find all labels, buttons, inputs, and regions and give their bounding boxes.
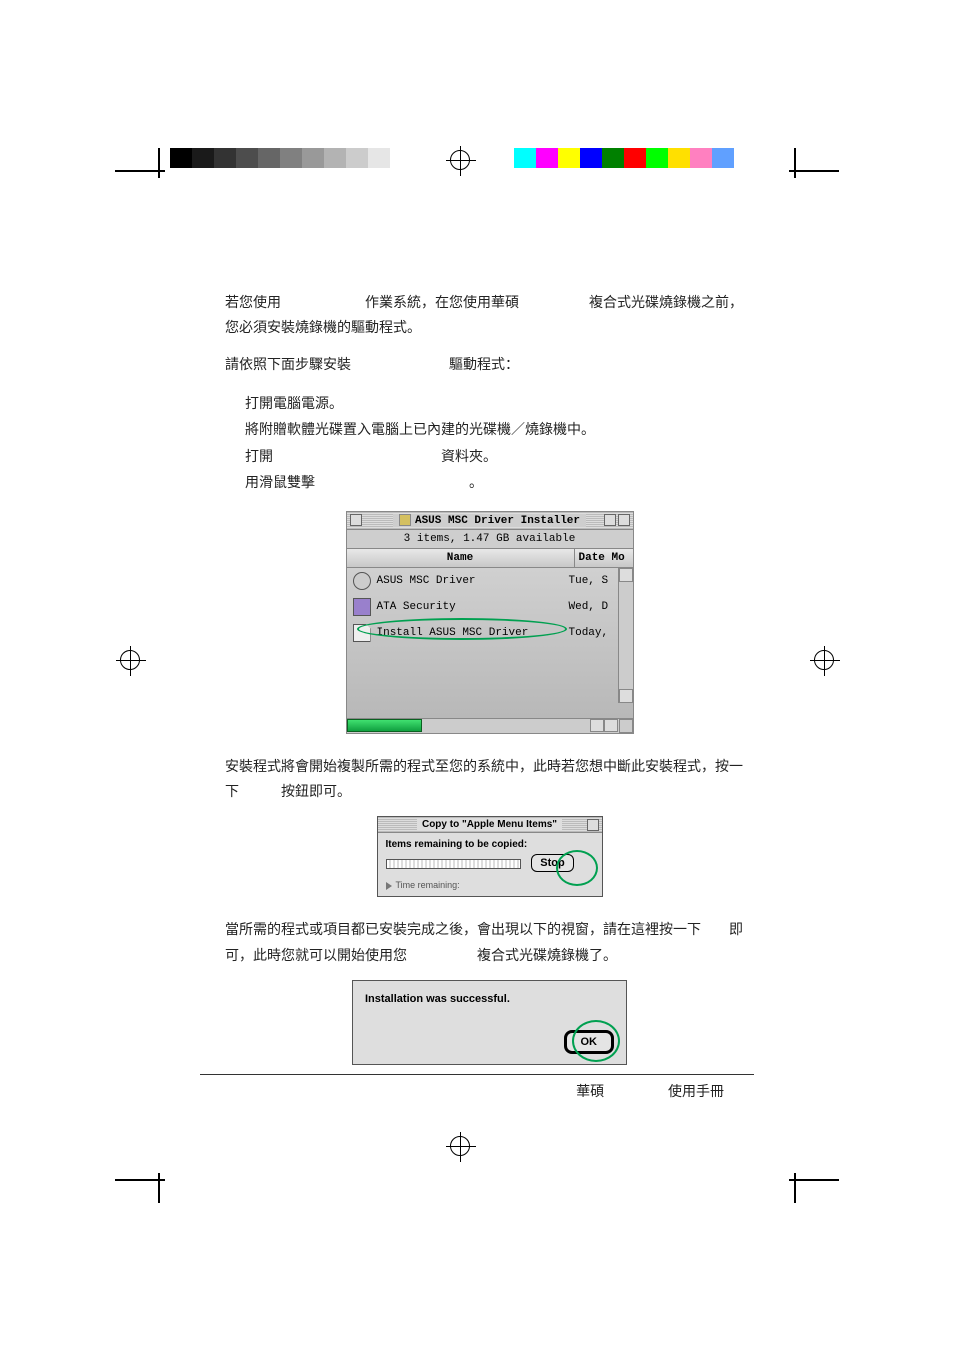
page-content: 若您使用 作業系統，在您使用華碩 複合式光碟燒錄機之前，您必須安裝燒錄機的驅動程… [225,290,754,1065]
crop-mark [794,148,796,178]
registration-mark [120,650,140,670]
time-remaining-label: Time remaining: [386,880,594,890]
finder-info-line: 3 items, 1.47 GB available [347,530,633,549]
dialog-titlebar[interactable]: Copy to "Apple Menu Items" [378,817,602,833]
dialog-title: Copy to "Apple Menu Items" [417,819,562,830]
colorbar-swatch [170,148,192,168]
colorbar-swatch [602,148,624,168]
step-item: 打開 資料夾。 [225,443,754,470]
colorbar-swatch [236,148,258,168]
colorbar-swatch [302,148,324,168]
window-title-text: ASUS MSC Driver Installer [415,515,580,527]
circle-icon [353,572,371,590]
colorbar-swatch [514,148,536,168]
paragraph: 若您使用 作業系統，在您使用華碩 複合式光碟燒錄機之前，您必須安裝燒錄機的驅動程… [225,290,754,340]
close-icon[interactable] [350,514,362,526]
paragraph: 請依照下面步驟安裝 驅動程式： [225,352,754,377]
colorbar-swatch [536,148,558,168]
file-name: ATA Security [377,601,569,613]
colorbar-swatch [324,148,346,168]
window-title: ASUS MSC Driver Installer [393,514,586,527]
registration-mark [450,150,470,170]
step-item: 將附贈軟體光碟置入電腦上已內建的光碟機／燒錄機中。 [225,416,754,443]
folder-icon [399,514,411,526]
crop-mark [158,1173,160,1203]
success-message: Installation was successful. [365,993,614,1005]
page-footer: 華碩 使用手冊 [200,1074,754,1101]
crop-mark [794,1173,796,1203]
progress-bar [386,859,521,869]
finder-titlebar[interactable]: ASUS MSC Driver Installer [347,512,633,530]
finder-row[interactable]: ATA SecurityWed, D [347,594,633,620]
colorbar-swatch [346,148,368,168]
colorbar-swatch [390,148,412,168]
colorbar-swatch [368,148,390,168]
resize-grip-icon[interactable] [619,719,633,733]
ok-button[interactable]: OK [564,1030,615,1054]
paragraph: 當所需的程式或項目都已安裝完成之後，會出現以下的視窗，請在這裡按一下 即可，此時… [225,917,754,967]
colorbar-swatch [646,148,668,168]
colorbar-swatch [712,148,734,168]
colorbar-swatch [668,148,690,168]
color-colorbar [514,148,734,168]
progress-label: Items remaining to be copied: [386,839,594,850]
finder-column-header: Name Date Mo [347,549,633,568]
crop-mark [158,148,160,178]
colorbar-swatch [192,148,214,168]
paper-icon [353,624,371,642]
crop-mark [789,1179,839,1181]
collapse-icon[interactable] [587,819,599,831]
time-label-text: Time remaining: [396,880,460,890]
stop-button[interactable]: Stop [531,854,573,872]
horizontal-scrollbar[interactable] [347,718,633,733]
scroll-left-icon[interactable] [590,719,604,732]
copy-progress-dialog: Copy to "Apple Menu Items" Items remaini… [377,816,603,897]
column-date[interactable]: Date Mo [575,549,633,567]
dialog-body: Items remaining to be copied: Stop Time … [378,833,602,896]
step-item: 用滑鼠雙擊 。 [225,469,754,496]
footer-brand: 華碩 [576,1083,604,1099]
registration-mark [450,1136,470,1156]
collapse-icon[interactable] [618,514,630,526]
scrollbar-thumb[interactable] [347,719,422,732]
crop-mark [789,170,839,172]
finder-window: ASUS MSC Driver Installer 3 items, 1.47 … [346,511,634,734]
step-item: 打開電腦電源。 [225,390,754,417]
paragraph: 安裝程式將會開始複製所需的程式至您的系統中，此時若您想中斷此安裝程式，按一下 按… [225,754,754,804]
finder-body: ASUS MSC DriverTue, SATA SecurityWed, DI… [347,568,633,718]
success-dialog: Installation was successful. OK [352,980,627,1065]
colorbar-swatch [258,148,280,168]
colorbar-swatch [214,148,236,168]
file-name: Install ASUS MSC Driver [377,627,569,639]
scroll-up-icon[interactable] [619,568,633,582]
scroll-down-icon[interactable] [619,689,633,703]
finder-row[interactable]: ASUS MSC DriverTue, S [347,568,633,594]
vertical-scrollbar[interactable] [618,568,633,703]
file-name: ASUS MSC Driver [377,575,569,587]
usb-icon [353,598,371,616]
footer-manual: 使用手冊 [668,1083,724,1099]
colorbar-swatch [580,148,602,168]
colorbar-swatch [624,148,646,168]
colorbar-swatch [280,148,302,168]
zoom-icon[interactable] [604,514,616,526]
grayscale-colorbar [170,148,412,168]
scroll-right-icon[interactable] [604,719,618,732]
disclosure-triangle-icon[interactable] [386,882,392,890]
column-name[interactable]: Name [347,549,575,567]
colorbar-swatch [558,148,580,168]
finder-row[interactable]: Install ASUS MSC DriverToday, [347,620,633,646]
registration-mark [814,650,834,670]
colorbar-swatch [690,148,712,168]
